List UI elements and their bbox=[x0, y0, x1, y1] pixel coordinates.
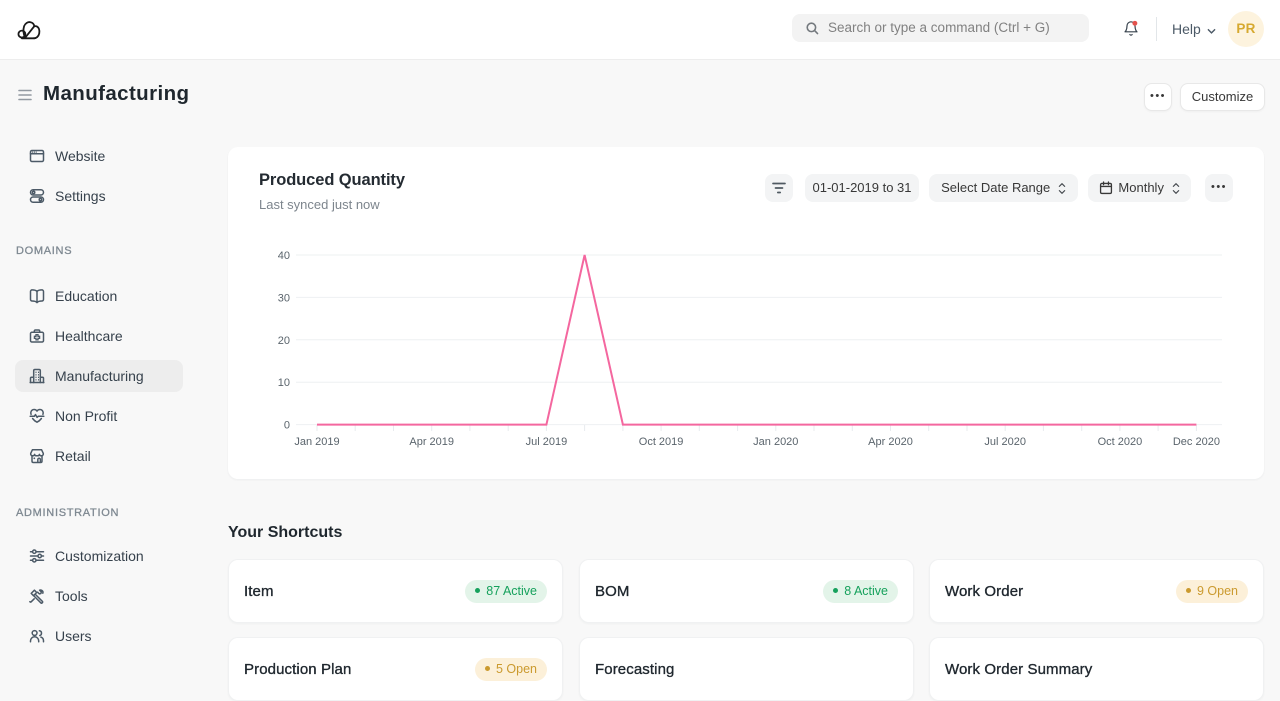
svg-text:Jul 2020: Jul 2020 bbox=[984, 436, 1026, 448]
svg-text:Jan 2020: Jan 2020 bbox=[753, 436, 798, 448]
svg-text:Jul 2019: Jul 2019 bbox=[526, 436, 568, 448]
svg-text:10: 10 bbox=[278, 377, 290, 389]
svg-text:40: 40 bbox=[278, 250, 290, 262]
svg-text:Jan 2019: Jan 2019 bbox=[294, 436, 339, 448]
svg-text:Oct 2019: Oct 2019 bbox=[639, 436, 684, 448]
svg-text:Apr 2020: Apr 2020 bbox=[868, 436, 913, 448]
svg-text:Apr 2019: Apr 2019 bbox=[409, 436, 454, 448]
svg-text:30: 30 bbox=[278, 292, 290, 304]
svg-text:0: 0 bbox=[284, 420, 290, 432]
svg-text:Oct 2020: Oct 2020 bbox=[1098, 436, 1143, 448]
svg-text:Dec 2020: Dec 2020 bbox=[1173, 436, 1220, 448]
svg-text:20: 20 bbox=[278, 335, 290, 347]
